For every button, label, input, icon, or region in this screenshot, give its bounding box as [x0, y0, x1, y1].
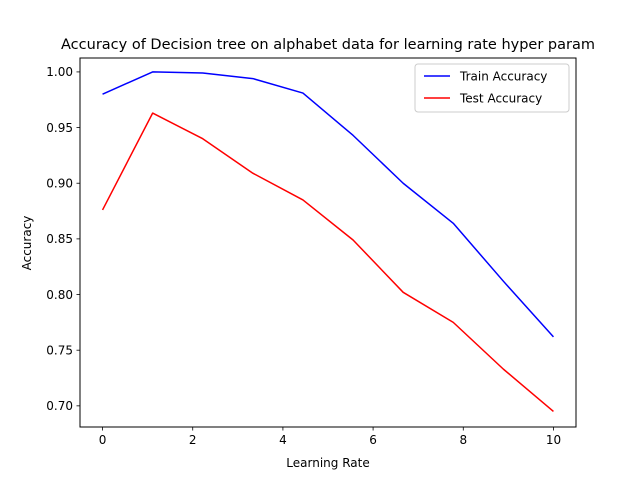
- y-tick-label: 0.85: [46, 232, 73, 246]
- x-tick-label: 6: [369, 433, 377, 447]
- y-tick-label: 0.80: [46, 288, 73, 302]
- y-tick-label: 0.95: [46, 121, 73, 135]
- plot-frame: [79, 57, 577, 428]
- x-tick-label: 8: [459, 433, 467, 447]
- x-tick-label: 4: [279, 433, 287, 447]
- y-tick-label: 1.00: [46, 65, 73, 79]
- y-tick-label: 0.70: [46, 399, 73, 413]
- legend: Train Accuracy Test Accuracy: [414, 63, 570, 113]
- y-tick-label: 0.90: [46, 177, 73, 191]
- x-tick-label: 10: [546, 433, 561, 447]
- x-axis-label: Learning Rate: [286, 456, 369, 470]
- axis-ticks: 0 2 4 6 8 10 0.70 0.75 0.80 0.85 0.90 0.95 1.00: [46, 65, 561, 447]
- y-axis-label: Accuracy: [20, 216, 34, 271]
- legend-label-train-accuracy: Train Accuracy: [459, 70, 547, 84]
- plot-area: [101, 71, 555, 412]
- x-tick-label: 2: [189, 433, 197, 447]
- y-tick-label: 0.75: [46, 343, 73, 357]
- chart-title: Accuracy of Decision tree on alphabet da…: [61, 37, 595, 53]
- series-line-test-accuracy: [101, 112, 554, 412]
- legend-label-test-accuracy: Test Accuracy: [459, 92, 542, 106]
- legend-box: [414, 63, 570, 113]
- series-line-train-accuracy: [102, 71, 555, 338]
- x-tick-label: 0: [99, 433, 107, 447]
